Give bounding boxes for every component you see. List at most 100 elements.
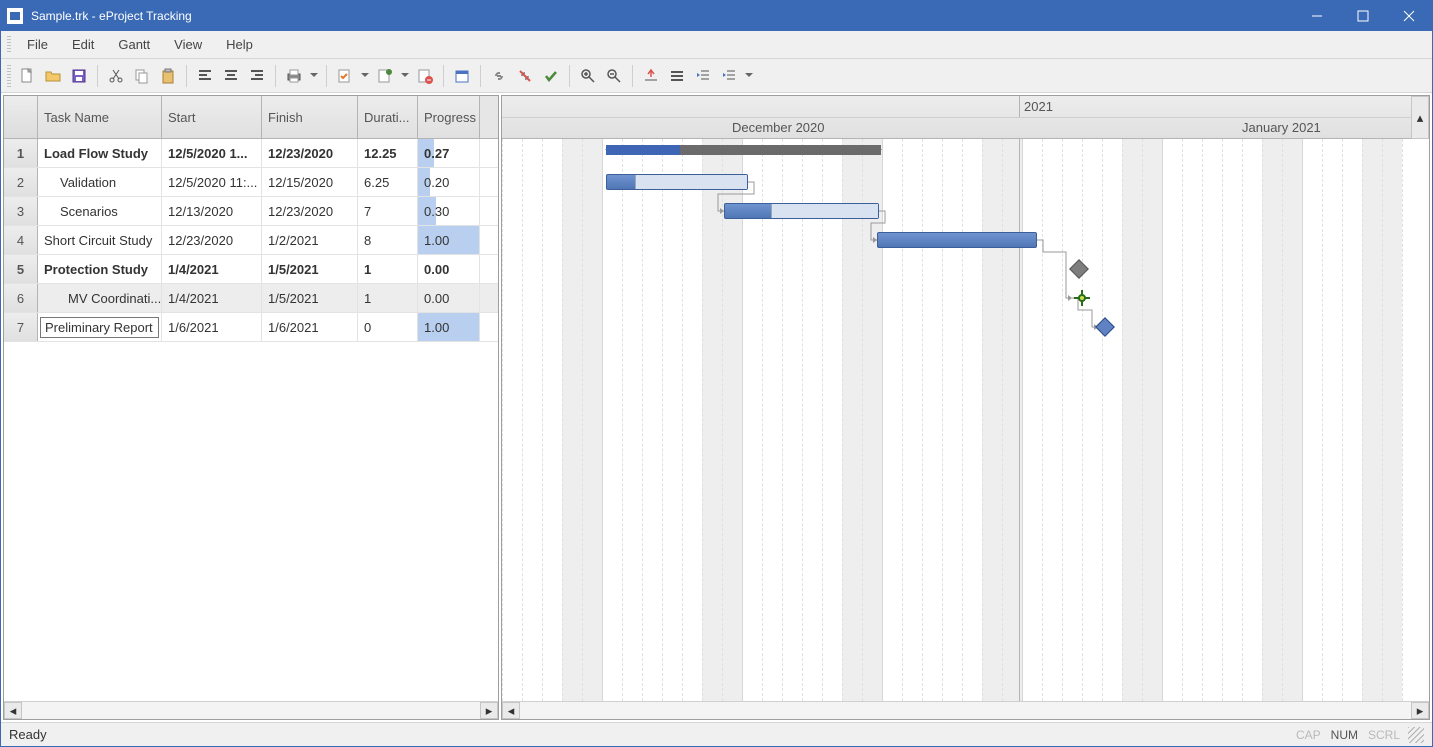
cell-progress[interactable]: 0.00 — [418, 284, 480, 312]
cell-start[interactable]: 12/5/2020 11:... — [162, 168, 262, 196]
cell-start[interactable]: 12/5/2020 1... — [162, 139, 262, 167]
indent-button[interactable] — [717, 64, 741, 88]
column-header-start[interactable]: Start — [162, 96, 262, 138]
open-file-button[interactable] — [41, 64, 65, 88]
task-row[interactable]: 5Protection Study1/4/20211/5/202110.00 — [4, 255, 498, 284]
paste-button[interactable] — [156, 64, 180, 88]
task-flag-button[interactable] — [373, 64, 397, 88]
cut-button[interactable] — [104, 64, 128, 88]
cell-task-name[interactable]: MV Coordinati... — [38, 284, 162, 312]
gantt-milestone[interactable] — [1095, 317, 1115, 337]
task-row[interactable]: 4Short Circuit Study12/23/20201/2/202181… — [4, 226, 498, 255]
gantt-task-bar[interactable] — [606, 174, 748, 190]
cell-dur[interactable]: 12.25 — [358, 139, 418, 167]
minimize-button[interactable] — [1294, 1, 1340, 31]
maximize-button[interactable] — [1340, 1, 1386, 31]
gantt-summary-bar[interactable] — [606, 145, 881, 155]
close-button[interactable] — [1386, 1, 1432, 31]
cell-progress[interactable]: 0.30 — [418, 197, 480, 225]
cell-finish[interactable]: 12/23/2020 — [262, 139, 358, 167]
column-header-duration[interactable]: Durati... — [358, 96, 418, 138]
new-file-button[interactable] — [15, 64, 39, 88]
print-dropdown[interactable] — [308, 70, 320, 81]
cell-task-name[interactable]: Short Circuit Study — [38, 226, 162, 254]
cell-dur[interactable]: 1 — [358, 284, 418, 312]
align-left-button[interactable] — [193, 64, 217, 88]
accept-button[interactable] — [539, 64, 563, 88]
cell-finish[interactable]: 12/15/2020 — [262, 168, 358, 196]
resize-grip[interactable] — [1408, 727, 1424, 743]
align-center-button[interactable] — [219, 64, 243, 88]
cell-progress[interactable]: 0.20 — [418, 168, 480, 196]
calendar-button[interactable] — [450, 64, 474, 88]
cell-finish[interactable]: 1/2/2021 — [262, 226, 358, 254]
zoom-out-button[interactable] — [602, 64, 626, 88]
cell-dur[interactable]: 0 — [358, 313, 418, 341]
cell-task-name[interactable]: Load Flow Study — [38, 139, 162, 167]
cell-dur[interactable]: 1 — [358, 255, 418, 283]
cell-finish[interactable]: 1/5/2021 — [262, 284, 358, 312]
scroll-left-button[interactable]: ◂ — [4, 702, 22, 719]
cell-progress[interactable]: 1.00 — [418, 313, 480, 341]
task-check-button[interactable] — [333, 64, 357, 88]
task-grid-hscroll[interactable]: ◂ ▸ — [4, 701, 498, 719]
cell-task-name[interactable]: Preliminary Report — [38, 313, 162, 341]
column-header-finish[interactable]: Finish — [262, 96, 358, 138]
menubar-grip[interactable] — [7, 36, 11, 54]
gantt-summary-marker[interactable] — [1069, 259, 1089, 279]
outdent-button[interactable] — [691, 64, 715, 88]
indent-dropdown[interactable] — [743, 70, 755, 81]
menu-view[interactable]: View — [162, 33, 214, 56]
cell-start[interactable]: 12/13/2020 — [162, 197, 262, 225]
cell-dur[interactable]: 8 — [358, 226, 418, 254]
gantt-scroll-up-button[interactable]: ▴ — [1411, 96, 1429, 139]
menu-gantt[interactable]: Gantt — [106, 33, 162, 56]
zoom-in-button[interactable] — [576, 64, 600, 88]
cell-finish[interactable]: 12/23/2020 — [262, 197, 358, 225]
cell-finish[interactable]: 1/5/2021 — [262, 255, 358, 283]
toolbar-grip[interactable] — [7, 65, 11, 87]
row-number[interactable]: 6 — [4, 284, 38, 312]
menu-edit[interactable]: Edit — [60, 33, 106, 56]
print-button[interactable] — [282, 64, 306, 88]
cell-start[interactable]: 1/6/2021 — [162, 313, 262, 341]
row-number[interactable]: 4 — [4, 226, 38, 254]
cell-progress[interactable]: 0.27 — [418, 139, 480, 167]
task-row[interactable]: 2Validation12/5/2020 11:...12/15/20206.2… — [4, 168, 498, 197]
cell-start[interactable]: 1/4/2021 — [162, 284, 262, 312]
outline-button[interactable] — [665, 64, 689, 88]
cell-start[interactable]: 1/4/2021 — [162, 255, 262, 283]
row-number[interactable]: 7 — [4, 313, 38, 341]
cell-dur[interactable]: 7 — [358, 197, 418, 225]
gantt-task-bar[interactable] — [877, 232, 1037, 248]
task-row[interactable]: 7Preliminary Report1/6/20211/6/202101.00 — [4, 313, 498, 342]
cell-progress[interactable]: 0.00 — [418, 255, 480, 283]
gantt-hscroll[interactable]: ◂ ▸ — [502, 701, 1429, 719]
task-check-dropdown[interactable] — [359, 70, 371, 81]
save-button[interactable] — [67, 64, 91, 88]
cell-start[interactable]: 12/23/2020 — [162, 226, 262, 254]
cell-task-name[interactable]: Scenarios — [38, 197, 162, 225]
row-number[interactable]: 3 — [4, 197, 38, 225]
cell-task-name[interactable]: Protection Study — [38, 255, 162, 283]
row-number-header[interactable] — [4, 96, 38, 138]
row-number[interactable]: 2 — [4, 168, 38, 196]
menu-help[interactable]: Help — [214, 33, 265, 56]
cell-dur[interactable]: 6.25 — [358, 168, 418, 196]
task-delete-button[interactable] — [413, 64, 437, 88]
link-button[interactable] — [487, 64, 511, 88]
task-row[interactable]: 6MV Coordinati...1/4/20211/5/202110.00 — [4, 284, 498, 313]
unlink-button[interactable] — [513, 64, 537, 88]
row-number[interactable]: 5 — [4, 255, 38, 283]
gantt-timescale[interactable]: 2021 December 2020January 2021 ▴ — [502, 96, 1429, 139]
task-row[interactable]: 3Scenarios12/13/202012/23/202070.30 — [4, 197, 498, 226]
gantt-scroll-right-button[interactable]: ▸ — [1411, 702, 1429, 719]
cell-finish[interactable]: 1/6/2021 — [262, 313, 358, 341]
gantt-chart-area[interactable] — [502, 139, 1429, 701]
cell-progress[interactable]: 1.00 — [418, 226, 480, 254]
scroll-right-button[interactable]: ▸ — [480, 702, 498, 719]
goto-task-button[interactable] — [639, 64, 663, 88]
column-header-progress[interactable]: Progress — [418, 96, 480, 138]
task-flag-dropdown[interactable] — [399, 70, 411, 81]
copy-button[interactable] — [130, 64, 154, 88]
